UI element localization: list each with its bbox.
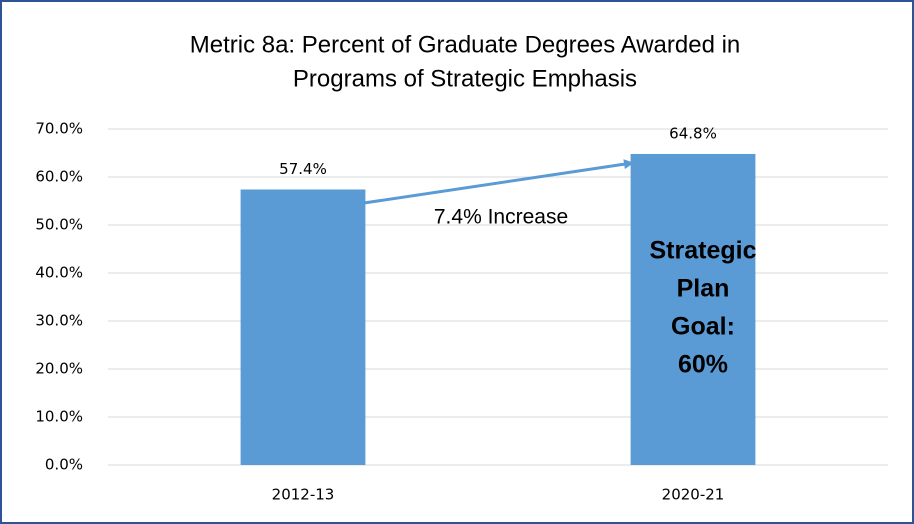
y-tick-label: 10.0% [35, 408, 83, 426]
y-tick-label: 20.0% [35, 360, 83, 378]
data-label: 64.8% [669, 124, 717, 142]
y-tick-label: 40.0% [35, 264, 83, 282]
y-tick-label: 50.0% [35, 216, 83, 234]
chart-title: Programs of Strategic Emphasis [293, 65, 637, 92]
data-label: 57.4% [279, 160, 327, 178]
bar [240, 189, 366, 466]
goal-annotation: 60% [678, 351, 728, 379]
y-tick-label: 30.0% [35, 312, 83, 330]
chart-title: Metric 8a: Percent of Graduate Degrees A… [190, 31, 741, 58]
increase-annotation: 7.4% Increase [434, 206, 568, 229]
x-tick-label: 2012-13 [272, 486, 335, 504]
goal-annotation: Plan [677, 275, 730, 303]
x-tick-label: 2020-21 [662, 486, 725, 504]
goal-annotation: Strategic [650, 237, 757, 265]
y-tick-label: 60.0% [35, 168, 83, 186]
y-tick-label: 0.0% [45, 456, 83, 474]
goal-annotation: Goal: [671, 313, 735, 341]
y-tick-label: 70.0% [35, 120, 83, 138]
increase-arrow [363, 159, 634, 205]
bar [630, 153, 756, 465]
plot-area: 0.0% 10.0% 20.0% 30.0% 40.0% 50.0% 60.0% 70.0% 2… [35, 120, 888, 504]
